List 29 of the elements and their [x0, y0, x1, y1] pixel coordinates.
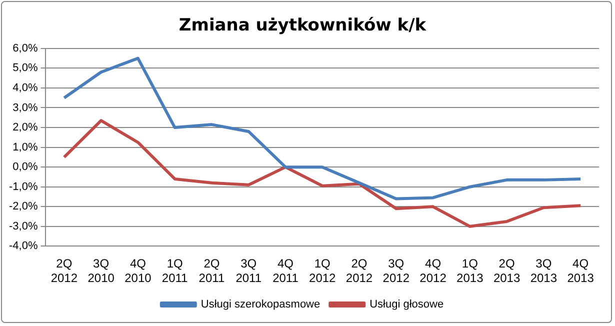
y-tick-label: -3,0% — [8, 220, 38, 232]
x-tick-label: 2Q 2012 — [346, 256, 373, 286]
x-tick-label: 1Q 2012 — [309, 256, 336, 286]
legend-label: Usługi głosowe — [370, 298, 444, 311]
x-tick-label: 4Q 2012 — [420, 256, 447, 286]
y-tick-label: 0,0% — [12, 161, 38, 174]
x-tick-label: 4Q 2013 — [567, 256, 594, 286]
x-tick-label: 4Q 2010 — [124, 256, 152, 286]
x-tick-label: 3Q 2010 — [88, 256, 115, 286]
x-tick-label: 1Q 2011 — [162, 256, 188, 286]
x-tick-label: 1Q 2013 — [456, 256, 484, 286]
y-tick-label: 6,0% — [12, 42, 38, 54]
x-tick-label: 4Q 2011 — [272, 256, 299, 286]
x-tick-label: 2Q 2012 — [50, 256, 78, 286]
y-tick-label: -4,0% — [8, 240, 38, 252]
y-tick-label: -2,0% — [8, 200, 38, 213]
x-tick-label: 2Q 2013 — [493, 256, 520, 286]
chart-title: Zmiana użytkowników k/k — [178, 16, 427, 36]
y-tick-label: 4,0% — [12, 82, 38, 94]
y-tick-label: 2,0% — [12, 122, 38, 134]
y-tick-label: 5,0% — [12, 62, 38, 74]
y-tick-label: -1,0% — [8, 180, 38, 193]
x-tick-label: 2Q 2011 — [198, 256, 225, 286]
legend-label: Usługi szerokopasmowe — [200, 298, 320, 311]
y-tick-label: 3,0% — [12, 102, 38, 114]
y-tick-label: 1,0% — [12, 141, 38, 154]
x-tick-label: 3Q 2012 — [382, 256, 410, 286]
x-tick-label: 3Q 2011 — [236, 256, 262, 286]
x-tick-label: 3Q 2013 — [530, 256, 558, 286]
